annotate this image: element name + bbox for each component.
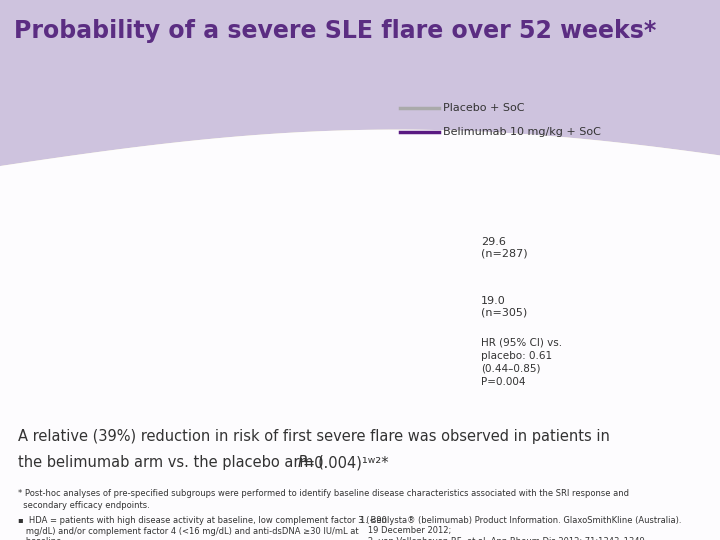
Text: 19.0
(n=305): 19.0 (n=305) — [481, 296, 527, 318]
Text: 29.6
(n=287): 29.6 (n=287) — [481, 237, 528, 258]
Text: baseline.: baseline. — [18, 537, 64, 540]
Polygon shape — [0, 130, 720, 540]
X-axis label: Study week: Study week — [233, 441, 325, 455]
Y-axis label: Probability of severe
SLE flare: Probability of severe SLE flare — [22, 235, 50, 356]
Text: 2. van Vollenhoven RF, et al. Ann Rheum Dis 2012; 71:1343–1349.: 2. van Vollenhoven RF, et al. Ann Rheum … — [360, 537, 647, 540]
Text: 19 December 2012;: 19 December 2012; — [360, 526, 451, 536]
Text: P: P — [297, 455, 306, 470]
Text: HR (95% CI) vs.
placebo: 0.61
(0.44–0.85)
P=0.004: HR (95% CI) vs. placebo: 0.61 (0.44–0.85… — [481, 338, 562, 387]
Text: A relative (39%) reduction in risk of first severe flare was observed in patient: A relative (39%) reduction in risk of fi… — [18, 429, 610, 444]
Text: mg/dL) and/or complement factor 4 (<16 mg/dL) and anti-dsDNA ≥30 IU/mL at: mg/dL) and/or complement factor 4 (<16 m… — [18, 526, 359, 536]
Text: * Post-hoc analyses of pre-specified subgroups were performed to identify baseli: * Post-hoc analyses of pre-specified sub… — [18, 489, 629, 498]
Text: the belimumab arm vs. the placebo arm (: the belimumab arm vs. the placebo arm ( — [18, 455, 324, 470]
Text: =0.004)¹ʷ²*: =0.004)¹ʷ²* — [302, 455, 389, 470]
Text: secondary efficacy endpoints.: secondary efficacy endpoints. — [18, 501, 150, 510]
Text: Belimumab 10 mg/kg + SoC: Belimumab 10 mg/kg + SoC — [443, 127, 600, 137]
Text: Probability of a severe SLE flare over 52 weeks*: Probability of a severe SLE flare over 5… — [14, 19, 657, 43]
Text: Placebo + SoC: Placebo + SoC — [443, 103, 524, 113]
Polygon shape — [0, 130, 720, 170]
Text: ▪  HDA = patients with high disease activity at baseline, low complement factor : ▪ HDA = patients with high disease activ… — [18, 516, 387, 525]
Text: 1. Benlysta® (belimumab) Product Information. GlaxoSmithKline (Australia).: 1. Benlysta® (belimumab) Product Informa… — [360, 516, 682, 525]
